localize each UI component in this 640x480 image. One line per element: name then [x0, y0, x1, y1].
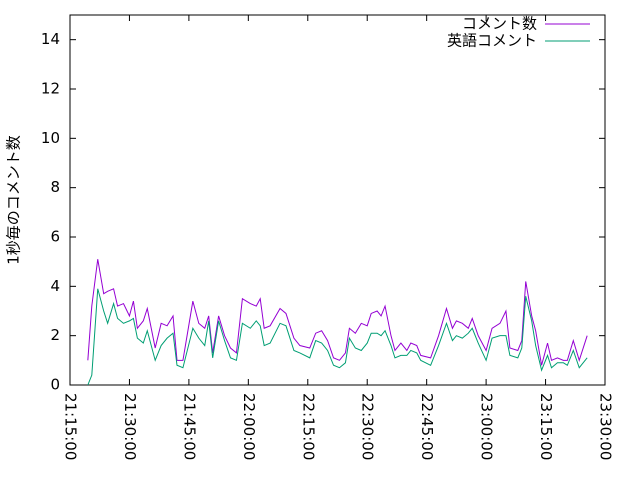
y-tick-label: 8	[50, 178, 60, 196]
x-tick-label: 23:30:00	[597, 393, 615, 460]
x-tick-label: 23:00:00	[478, 393, 496, 460]
x-tick-label: 23:15:00	[537, 393, 555, 460]
y-tick-label: 14	[41, 30, 60, 48]
y-tick-label: 4	[50, 277, 60, 295]
x-tick-label: 22:15:00	[299, 393, 317, 460]
plot-border	[69, 14, 606, 386]
y-tick-label: 6	[50, 228, 60, 246]
y-tick-label: 0	[50, 376, 60, 394]
legend-label: 英語コメント	[447, 32, 537, 50]
x-tick-label: 21:45:00	[180, 393, 198, 460]
y-tick-label: 10	[41, 129, 60, 147]
legend-label: コメント数	[462, 15, 537, 33]
x-tick-label: 22:00:00	[240, 393, 258, 460]
y-tick-label: 2	[50, 326, 60, 344]
x-tick-label: 21:15:00	[62, 393, 80, 460]
x-tick-label: 22:45:00	[418, 393, 436, 460]
x-tick-label: 22:30:00	[359, 393, 377, 460]
x-tick-label: 21:30:00	[121, 393, 139, 460]
y-axis-label: 1秒毎のコメント数	[5, 135, 23, 265]
series-line	[87, 259, 588, 366]
y-tick-label: 12	[41, 80, 60, 98]
series-line	[87, 288, 588, 386]
